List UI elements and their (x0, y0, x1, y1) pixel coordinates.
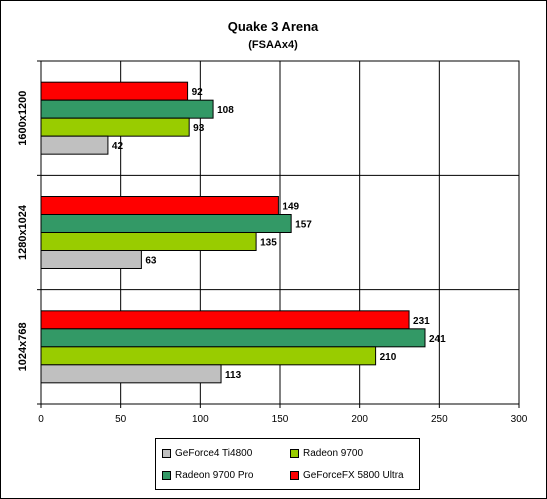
data-label: 63 (145, 256, 157, 267)
data-label: 92 (192, 87, 204, 98)
legend-swatch (290, 449, 299, 458)
legend-swatch (290, 471, 299, 480)
x-tick-label: 150 (272, 414, 289, 425)
bar (40, 196, 279, 215)
legend-label: Radeon 9700 (303, 448, 364, 459)
legend-label: Radeon 9700 Pro (175, 470, 254, 481)
legend: GeForce4 Ti4800 Radeon 9700 Radeon 9700 … (155, 438, 420, 490)
data-label: 149 (282, 202, 299, 213)
bar (40, 364, 222, 384)
legend-item-geforce4-ti4800: GeForce4 Ti4800 (162, 448, 252, 459)
bar (40, 135, 109, 155)
category-label: 1600x1200 (17, 91, 29, 146)
legend-swatch (162, 449, 171, 458)
data-label: 157 (295, 220, 312, 231)
legend-item-radeon-9700: Radeon 9700 (290, 448, 363, 459)
x-tick-label: 200 (351, 414, 368, 425)
x-tick-label: 0 (38, 414, 44, 425)
bar (40, 250, 142, 269)
legend-item-geforcefx-5800-ultra: GeForceFX 5800 Ultra (290, 470, 404, 481)
data-label: 241 (429, 334, 446, 345)
bar (40, 328, 426, 348)
chart-title: Quake 3 Arena (228, 19, 319, 34)
legend-label: GeForceFX 5800 Ultra (303, 470, 404, 481)
data-label: 42 (112, 141, 124, 152)
legend-item-radeon-9700-pro: Radeon 9700 Pro (162, 470, 253, 481)
bar (40, 214, 292, 233)
bar (40, 81, 189, 101)
data-label: 210 (380, 352, 397, 363)
x-tick-label: 250 (431, 414, 448, 425)
category-label: 1024x768 (17, 322, 29, 371)
data-label: 135 (260, 238, 277, 249)
category-label: 1280x1024 (17, 204, 29, 260)
x-tick-label: 300 (511, 414, 528, 425)
bar (40, 346, 377, 366)
chart-subtitle: (FSAAx4) (248, 39, 298, 51)
bar (40, 310, 410, 330)
bar (40, 117, 190, 137)
data-label: 108 (217, 105, 234, 116)
plot-area: 92 108 93 42 1600x1200 149 157 135 63 1280x1024 23… (17, 60, 528, 425)
data-label: 113 (225, 370, 242, 381)
data-label: 93 (193, 123, 205, 134)
data-label: 231 (413, 316, 430, 327)
legend-swatch (162, 471, 171, 480)
x-tick-label: 100 (192, 414, 209, 425)
bar (40, 232, 257, 251)
x-tick-label: 50 (115, 414, 127, 425)
legend-label: GeForce4 Ti4800 (175, 448, 253, 459)
bar (40, 99, 214, 119)
